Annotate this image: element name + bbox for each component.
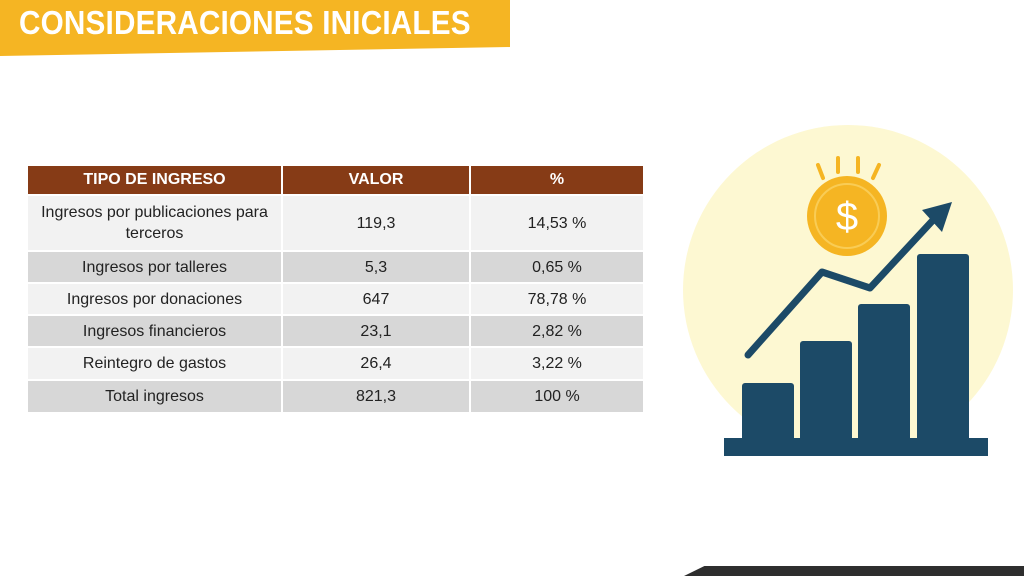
cell-valor: 119,3 bbox=[282, 194, 471, 251]
column-header-valor: VALOR bbox=[282, 166, 471, 195]
cell-pct: 78,78 % bbox=[470, 282, 643, 315]
table-header-row: TIPO DE INGRESO VALOR % bbox=[28, 166, 643, 195]
coin-icon bbox=[807, 176, 887, 256]
income-table: TIPO DE INGRESO VALOR % Ingresos por pub… bbox=[28, 166, 643, 412]
column-header-tipo: TIPO DE INGRESO bbox=[28, 166, 283, 195]
column-header-pct: % bbox=[470, 166, 643, 195]
arrow-head-icon bbox=[922, 202, 952, 232]
table-row-total: Total ingresos 821,3 100 % bbox=[28, 379, 643, 412]
title-banner bbox=[0, 0, 510, 56]
table-row: Reintegro de gastos 26,4 3,22 % bbox=[28, 346, 643, 380]
cell-pct: 3,22 % bbox=[470, 346, 643, 380]
cell-pct: 14,53 % bbox=[470, 194, 643, 251]
cell-valor: 26,4 bbox=[282, 346, 471, 380]
cell-valor: 5,3 bbox=[282, 250, 471, 283]
cell-pct: 2,82 % bbox=[470, 314, 643, 347]
cell-valor: 821,3 bbox=[282, 379, 471, 412]
bar-chart-icon bbox=[724, 254, 988, 456]
cell-tipo: Reintegro de gastos bbox=[28, 346, 283, 380]
table-row: Ingresos por talleres 5,3 0,65 % bbox=[28, 250, 643, 283]
table-row: Ingresos por publicaciones para terceros… bbox=[28, 194, 643, 251]
cell-tipo: Total ingresos bbox=[28, 379, 283, 412]
money-growth-chart-icon: $ bbox=[683, 125, 1013, 456]
trend-line-icon bbox=[744, 214, 939, 359]
cell-tipo: Ingresos por publicaciones para terceros bbox=[28, 194, 283, 251]
cell-valor: 23,1 bbox=[282, 314, 471, 347]
page-title: CONSIDERACIONES INICIALES bbox=[19, 4, 471, 41]
table-row: Ingresos por donaciones 647 78,78 % bbox=[28, 282, 643, 315]
cell-pct: 0,65 % bbox=[470, 250, 643, 283]
cell-tipo: Ingresos financieros bbox=[28, 314, 283, 347]
table-row: Ingresos financieros 23,1 2,82 % bbox=[28, 314, 643, 347]
cell-valor: 647 bbox=[282, 282, 471, 315]
cell-tipo: Ingresos por talleres bbox=[28, 250, 283, 283]
dollar-sign-icon: $ bbox=[836, 195, 858, 239]
coin-rays-icon bbox=[816, 156, 881, 180]
cell-pct: 100 % bbox=[470, 379, 643, 412]
cell-tipo: Ingresos por donaciones bbox=[28, 282, 283, 315]
footer-decoration-bar bbox=[684, 566, 1024, 576]
